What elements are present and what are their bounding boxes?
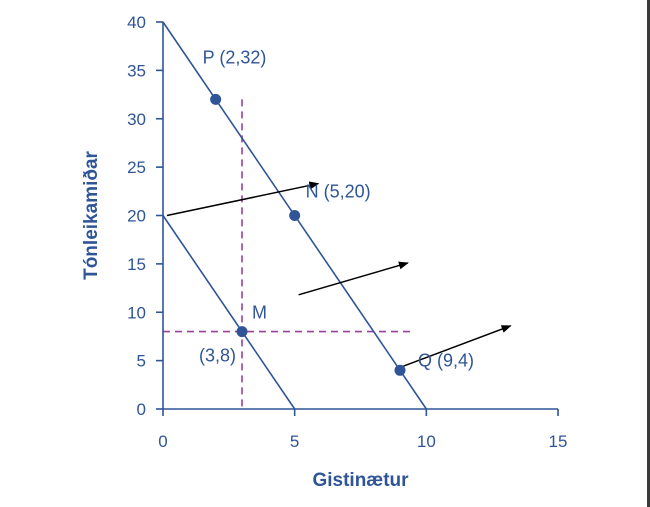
point-label: P (2,32) (203, 47, 267, 67)
point-label: N (5,20) (306, 182, 371, 202)
y-axis-title: Tónleikamiðar (81, 150, 102, 279)
y-tick-label: 20 (127, 207, 146, 226)
x-tick-label: 15 (549, 432, 568, 451)
data-point (394, 364, 406, 376)
y-tick-label: 0 (137, 400, 146, 419)
y-tick-label: 25 (127, 158, 146, 177)
budget-line-1 (162, 215, 296, 410)
x-tick-label: 10 (417, 432, 436, 451)
x-tick-label: 0 (158, 432, 167, 451)
point-label: M (252, 303, 267, 323)
shift-arrow-2 (298, 261, 409, 296)
x-axis-title: Gistinætur (312, 470, 409, 491)
x-tick-label: 5 (290, 432, 299, 451)
point-label: Q (9,4) (418, 350, 474, 370)
coordinate-annotation: (3,8) (199, 346, 236, 366)
y-tick-label: 40 (127, 13, 146, 32)
y-tick-label: 10 (127, 303, 146, 322)
y-tick-label: 30 (127, 110, 146, 129)
right-edge-border (647, 0, 650, 507)
shift-arrow-1 (166, 181, 320, 217)
data-point (289, 210, 301, 221)
y-tick-label: 15 (127, 255, 146, 274)
shift-arrow-3 (402, 325, 512, 368)
data-point (210, 93, 222, 105)
data-point (236, 326, 248, 338)
y-tick-label: 5 (137, 352, 146, 371)
y-tick-label: 35 (127, 61, 146, 80)
